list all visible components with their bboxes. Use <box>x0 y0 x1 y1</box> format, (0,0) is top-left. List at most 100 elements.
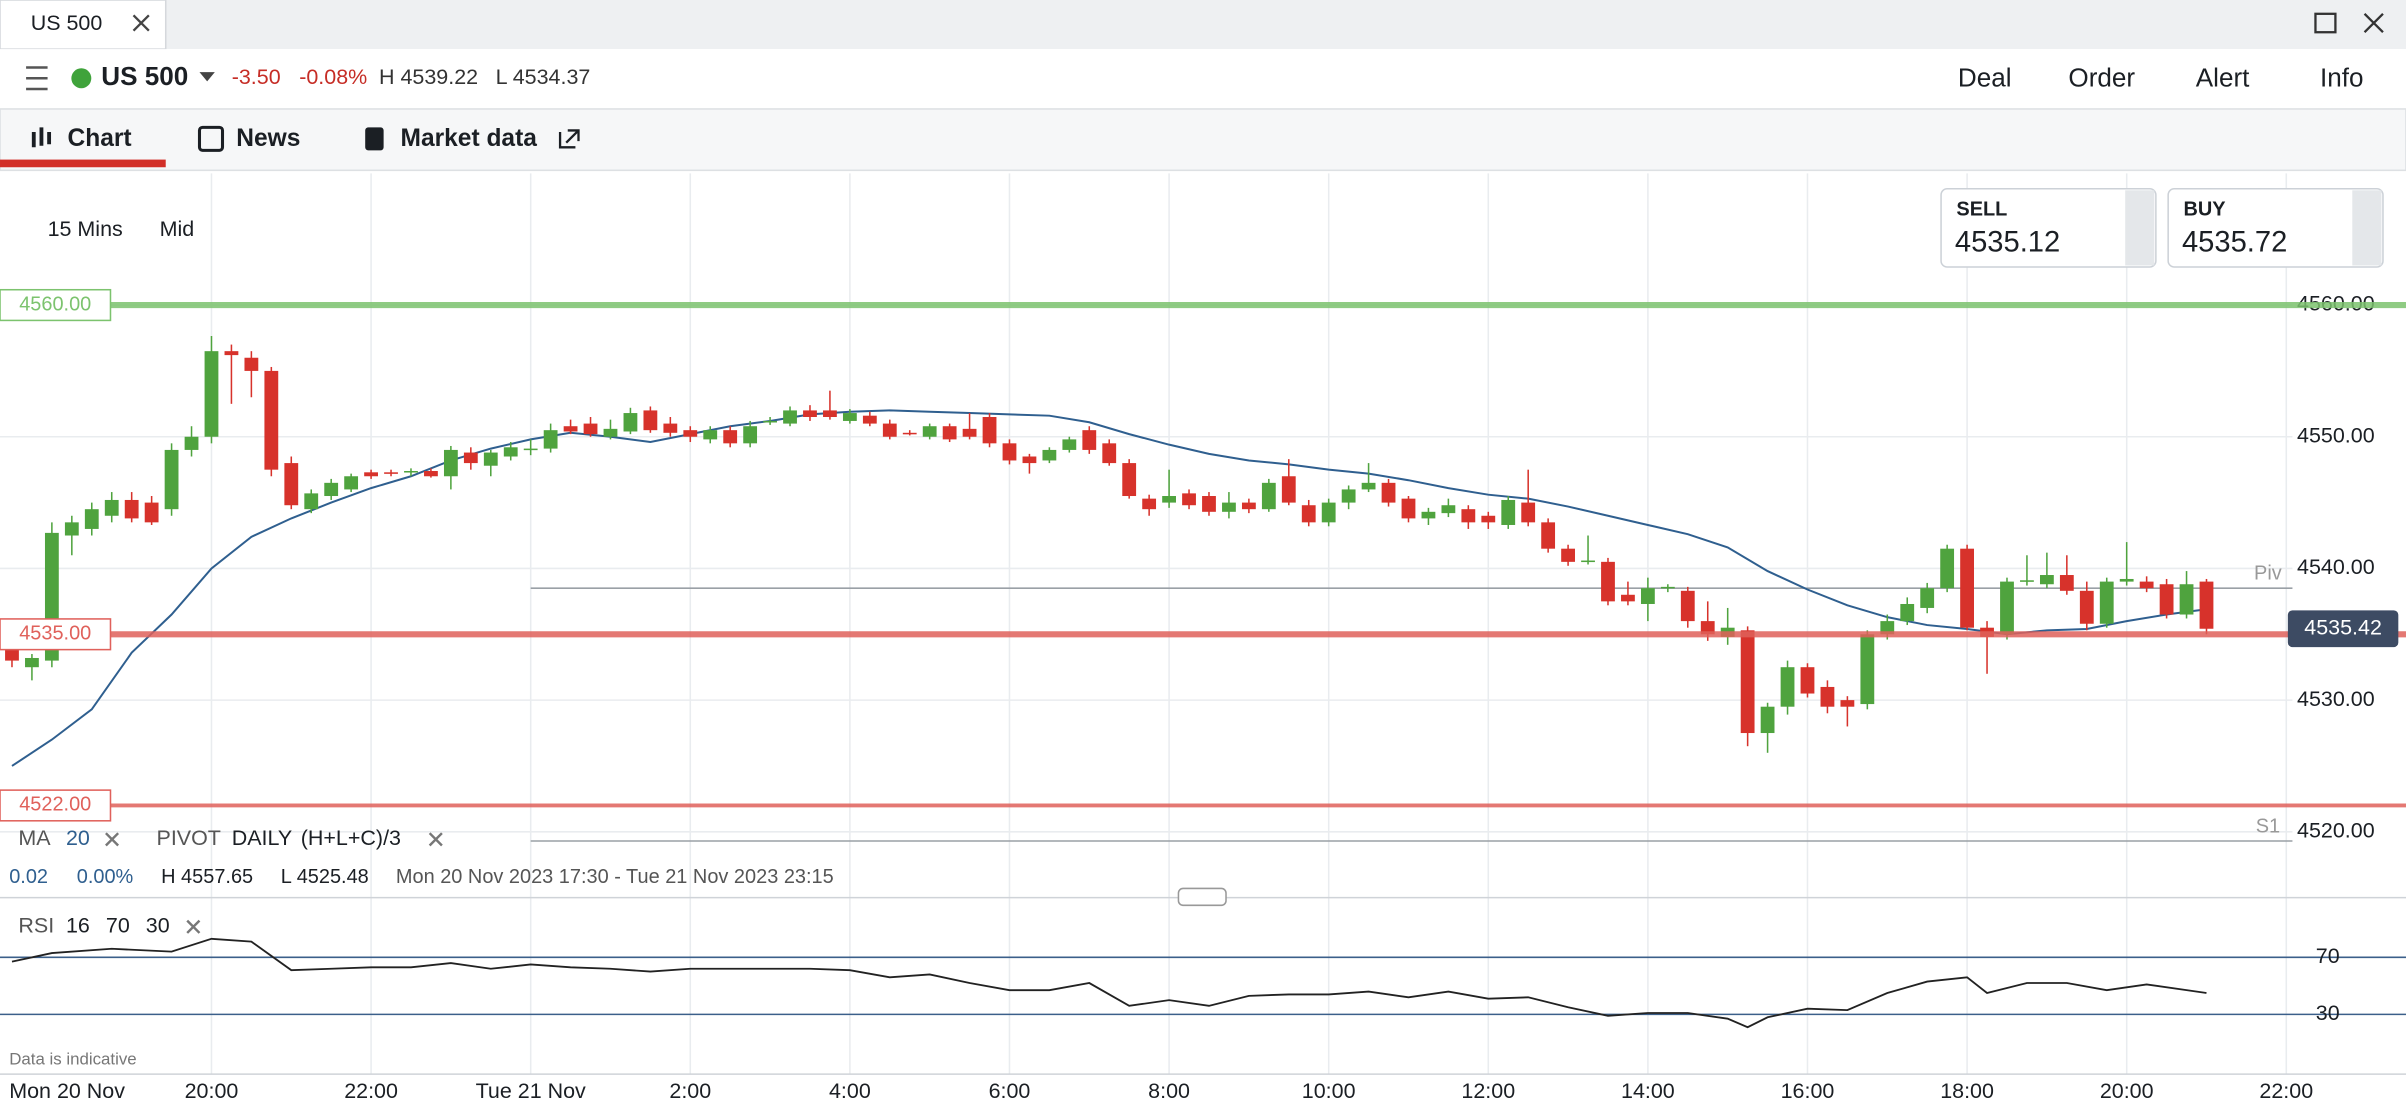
candle-body <box>424 470 438 477</box>
remove-indicator[interactable] <box>428 832 443 847</box>
summary-range: Mon 20 Nov 2023 17:30 - Tue 21 Nov 2023 … <box>396 866 834 888</box>
x-tick-label: 12:00 <box>1461 1079 1515 1103</box>
candle-body <box>284 463 299 506</box>
remove-indicator[interactable] <box>105 832 120 847</box>
x-tick-label: 16:00 <box>1781 1079 1835 1103</box>
candle-body <box>2179 584 2194 615</box>
candle-body <box>1102 443 1117 464</box>
tab[interactable]: News <box>236 125 300 152</box>
x-tick-label: 4:00 <box>829 1079 871 1103</box>
candle-body <box>723 430 738 444</box>
candle-body <box>144 502 159 523</box>
candle-body <box>1481 515 1496 523</box>
menu-button[interactable] <box>26 66 48 91</box>
sell-button[interactable] <box>1940 187 2157 268</box>
candle-body <box>1900 603 1915 622</box>
candle-body <box>823 410 837 418</box>
change-pct: -0.08% <box>299 65 367 89</box>
instrument-dropdown[interactable] <box>199 72 215 82</box>
candle-body <box>683 430 698 437</box>
candle-body <box>2159 584 2174 615</box>
action-button[interactable]: Order <box>2068 63 2135 93</box>
change: -3.50 <box>232 65 281 89</box>
candle-body <box>1341 489 1356 503</box>
candle-body <box>1621 594 1635 602</box>
summary-low: L 4525.48 <box>281 866 369 888</box>
candle-body <box>104 499 119 516</box>
level-label: 4560.00 <box>19 293 91 315</box>
candle-body <box>1501 499 1516 525</box>
pivot-timeframe: DAILY <box>232 826 292 850</box>
y-tick-label: 4540.00 <box>2297 555 2375 579</box>
candle-body <box>1042 449 1057 461</box>
chart-icon <box>31 127 52 148</box>
x-tick-label: 20:00 <box>2100 1079 2154 1103</box>
level-label-box <box>0 618 112 651</box>
tab-close[interactable] <box>132 14 150 32</box>
level-label-box <box>0 789 112 822</box>
candle-body <box>1222 502 1236 512</box>
candle-body <box>1820 686 1835 707</box>
candle-body <box>1541 522 1556 549</box>
candle-body <box>164 449 179 510</box>
summary-change-pct: 0.00% <box>77 866 134 888</box>
candle-body <box>583 423 598 435</box>
candle-body <box>783 410 797 424</box>
action-button[interactable]: Info <box>2320 63 2364 93</box>
candle-body <box>763 420 777 423</box>
candle-body <box>264 370 279 470</box>
candle-body <box>1581 560 1595 563</box>
candle-body <box>1840 700 1855 707</box>
x-tick-label: Tue 21 Nov <box>476 1079 586 1103</box>
candle-body <box>1002 443 1017 461</box>
summary-high: H 4557.65 <box>161 866 253 888</box>
candle-body <box>1860 634 1875 705</box>
price-type-selector[interactable]: Mid <box>160 217 195 241</box>
action-button[interactable]: Deal <box>1958 63 2012 93</box>
candle-body <box>184 436 199 450</box>
x-tick-label: 10:00 <box>1302 1079 1356 1103</box>
action-button[interactable]: Alert <box>2196 63 2250 93</box>
remove-indicator[interactable] <box>186 919 201 934</box>
close-button[interactable] <box>2363 12 2384 34</box>
x-tick-label: 20:00 <box>185 1079 239 1103</box>
candle-body <box>244 357 259 371</box>
instrument-name[interactable]: US 500 <box>101 61 188 91</box>
candle-body <box>84 509 99 529</box>
buy-button[interactable] <box>2167 187 2384 268</box>
candle-body <box>1241 502 1256 510</box>
level-label-box <box>0 288 112 322</box>
x-tick-label: 8:00 <box>1148 1079 1190 1103</box>
x-tick-label: 22:00 <box>344 1079 398 1103</box>
pane-resize-handle[interactable] <box>1177 887 1227 907</box>
candle-body <box>1601 561 1615 602</box>
candle-body <box>743 426 758 444</box>
candle-body <box>1062 439 1077 450</box>
candle-body <box>1700 621 1715 635</box>
candle-body <box>1800 667 1815 694</box>
candle-body <box>862 415 877 424</box>
candle-body <box>1660 586 1675 589</box>
x-tick-label: 14:00 <box>1621 1079 1675 1103</box>
candle-body <box>563 426 578 432</box>
candle-body <box>503 447 518 457</box>
candle-body <box>1880 621 1895 635</box>
level-label: 4535.00 <box>19 623 91 645</box>
last-price-label: 4535.42 <box>2304 615 2382 639</box>
tab[interactable]: Chart <box>68 125 132 152</box>
candle-body <box>2199 581 2214 629</box>
candle-body <box>64 522 79 536</box>
rsi-tick-label: 30 <box>2316 1001 2340 1025</box>
candle-body <box>364 472 378 477</box>
rsi-param: 16 <box>66 913 90 937</box>
disclaimer: Data is indicative <box>9 1050 136 1069</box>
interval-selector[interactable]: 15 Mins <box>48 217 123 241</box>
pivot-formula: (H+L+C)/3 <box>301 826 401 850</box>
tab[interactable]: Market data <box>400 125 537 152</box>
rsi-param: 70 <box>106 913 130 937</box>
maximize-button[interactable] <box>2314 12 2337 34</box>
candle-body <box>982 417 997 444</box>
candle-body <box>1142 498 1157 510</box>
